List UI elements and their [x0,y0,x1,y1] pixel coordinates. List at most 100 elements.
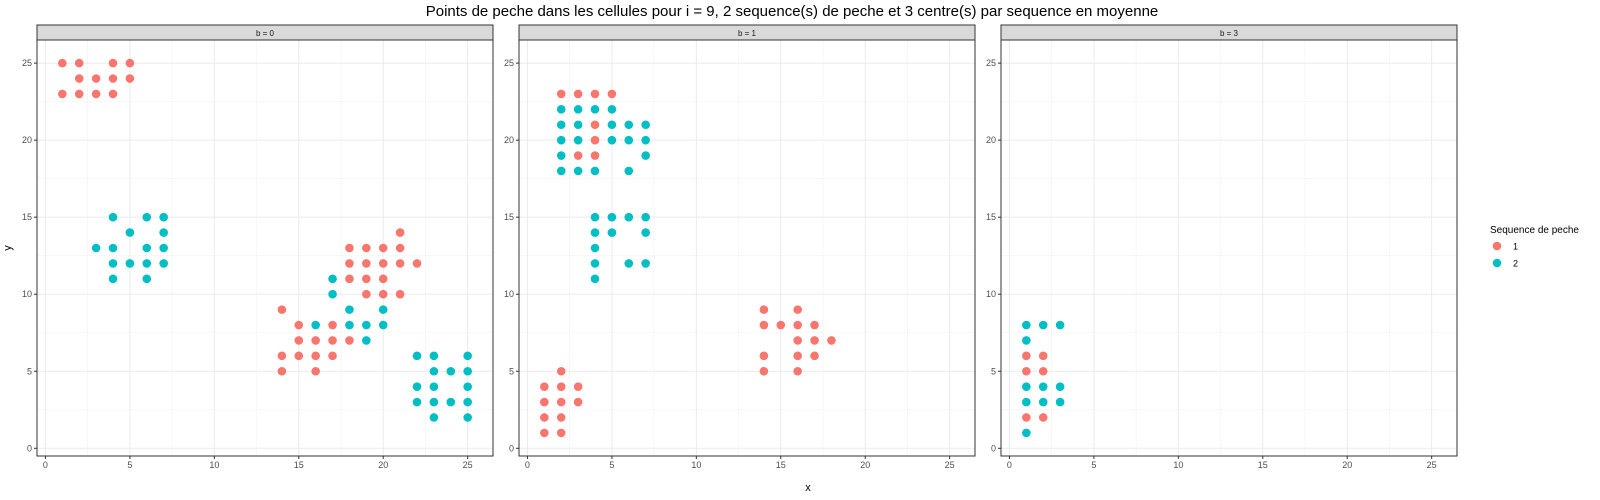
data-point-seq-2 [446,397,456,407]
facet-strip-label: b = 0 [256,29,275,38]
data-point-seq-2 [378,305,388,314]
legend: Sequence de peche 1 2 [1490,225,1579,269]
data-point-seq-2 [1022,336,1031,345]
data-point-seq-1 [125,74,135,83]
data-point-seq-1 [328,320,337,330]
y-tick-label: 0 [509,443,514,453]
y-tick-label: 10 [986,289,996,299]
data-point-seq-1 [311,366,320,376]
data-point-seq-1 [556,89,566,99]
data-point-seq-2 [345,305,354,314]
data-point-seq-1 [556,413,566,422]
data-point-seq-1 [58,58,67,68]
data-point-seq-1 [540,382,549,391]
data-point-seq-2 [556,105,566,114]
data-point-seq-2 [108,212,118,222]
data-point-seq-2 [142,259,152,268]
data-point-seq-1 [793,351,802,361]
y-tick-label: 5 [991,366,996,376]
facet-panel-3: b = 3 0 5 10 15 20 25 0 5 10 15 20 25 [986,24,1458,470]
data-point-seq-2 [463,397,472,407]
data-point-seq-2 [429,366,439,376]
data-point-seq-2 [142,212,152,222]
data-point-seq-1 [362,289,371,299]
data-point-seq-2 [590,259,600,268]
data-point-seq-1 [395,289,405,299]
data-point-seq-1 [556,382,566,391]
x-tick-label: 20 [1342,460,1352,470]
y-tick-label: 20 [986,135,996,145]
data-point-seq-2 [1022,397,1031,407]
legend-key-2 [1492,258,1502,268]
y-tick-label: 10 [504,289,514,299]
data-point-seq-1 [793,366,802,376]
data-point-seq-2 [159,228,168,237]
data-point-seq-1 [556,428,566,438]
x-tick-label: 5 [1091,460,1096,470]
data-point-seq-2 [125,259,135,268]
x-tick-label: 15 [294,460,304,470]
data-point-seq-2 [590,274,600,284]
data-point-seq-1 [776,320,786,330]
x-tick-label: 15 [776,460,786,470]
data-point-seq-1 [125,58,135,68]
data-point-seq-2 [573,166,583,176]
x-tick-label: 25 [463,460,473,470]
x-tick-label: 10 [691,460,701,470]
data-point-seq-1 [1038,366,1048,376]
facet-panel-1: b = 0 0 5 10 15 20 25 0 5 10 15 20 25 [22,24,494,470]
data-point-seq-1 [810,351,819,361]
data-point-seq-1 [328,351,337,361]
x-tick-label: 20 [860,460,870,470]
data-point-seq-1 [277,351,287,361]
data-point-seq-1 [395,259,405,268]
y-tick-label: 25 [986,58,996,68]
data-point-seq-1 [108,89,118,99]
data-point-seq-2 [573,105,583,114]
data-point-seq-2 [556,135,566,145]
facet-panel-2: b = 1 0 5 10 15 20 25 0 5 10 15 20 25 [504,24,976,470]
data-point-seq-2 [624,166,634,176]
data-point-seq-2 [607,135,617,145]
data-point-seq-2 [328,289,337,299]
data-point-seq-1 [540,413,549,422]
data-point-seq-2 [641,228,650,237]
data-point-seq-1 [1022,413,1031,422]
data-point-seq-1 [556,397,566,407]
data-point-seq-1 [362,274,371,284]
data-point-seq-2 [607,105,617,114]
data-point-seq-1 [345,259,354,268]
legend-key-1 [1492,241,1502,251]
data-point-seq-2 [556,166,566,176]
y-tick-label: 25 [504,58,514,68]
data-point-seq-1 [590,135,600,145]
data-point-seq-1 [277,305,287,314]
facet-panels: b = 0 0 5 10 15 20 25 0 5 10 15 20 25 b = 1 0 5 10 15 20 25… [22,24,1458,470]
data-point-seq-1 [540,428,549,438]
x-axis-title: x [805,482,811,494]
data-point-seq-1 [793,305,802,314]
series-1 [58,58,422,376]
data-point-seq-1 [91,74,101,83]
data-point-seq-1 [108,58,118,68]
data-point-seq-2 [142,243,152,253]
x-tick-label: 5 [609,460,614,470]
data-point-seq-2 [641,120,650,130]
data-point-seq-1 [573,151,583,160]
data-point-seq-2 [1022,320,1031,330]
data-point-seq-2 [378,320,388,330]
data-point-seq-1 [810,320,819,330]
series-2 [91,212,472,422]
x-tick-label: 5 [127,460,132,470]
data-point-seq-2 [624,212,634,222]
data-point-seq-2 [1055,320,1065,330]
x-tick-label: 10 [1173,460,1183,470]
data-point-seq-1 [1038,351,1048,361]
y-tick-label: 10 [22,289,32,299]
data-point-seq-2 [573,135,583,145]
data-point-seq-1 [1022,351,1031,361]
data-point-seq-1 [573,382,583,391]
data-point-seq-2 [463,351,472,361]
panel-border [518,39,976,457]
